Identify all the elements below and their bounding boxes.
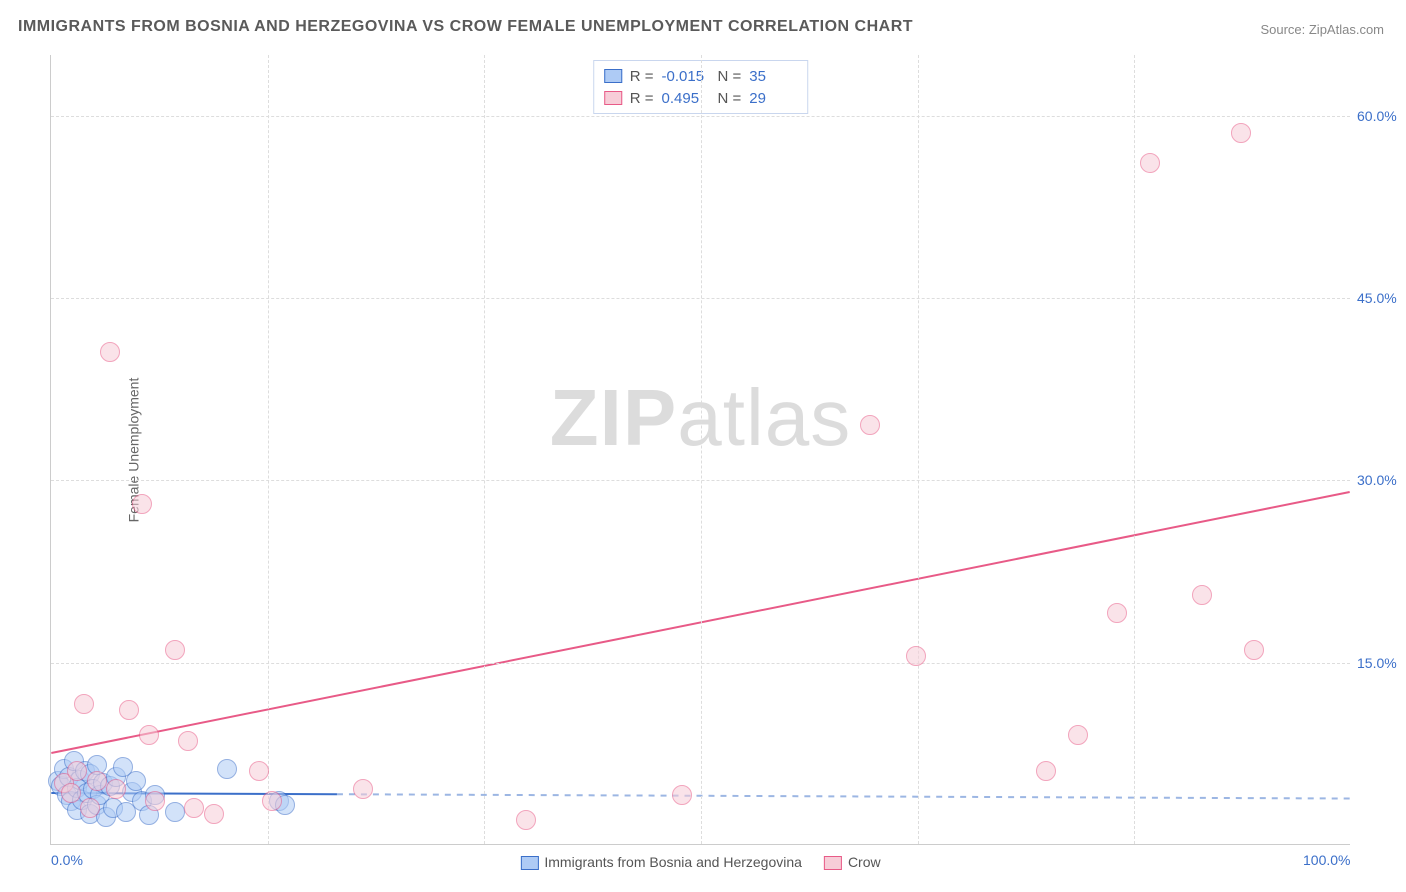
data-point: [72, 790, 92, 810]
data-point: [126, 771, 146, 791]
data-point: [275, 795, 295, 815]
legend-label: Immigrants from Bosnia and Herzegovina: [544, 854, 802, 870]
data-point: [54, 773, 74, 793]
y-tick-label: 45.0%: [1357, 290, 1406, 306]
data-point: [353, 779, 373, 799]
data-point: [51, 776, 71, 796]
data-point: [672, 785, 692, 805]
stats-n-label: N =: [718, 90, 742, 107]
data-point: [70, 770, 90, 790]
data-point: [90, 785, 110, 805]
data-point: [59, 767, 79, 787]
stats-n-value: 29: [749, 90, 797, 107]
legend-item: Immigrants from Bosnia and Herzegovina: [520, 854, 802, 870]
data-point: [116, 802, 136, 822]
data-point: [184, 798, 204, 818]
data-point: [67, 761, 87, 781]
data-point: [119, 700, 139, 720]
data-point: [75, 761, 95, 781]
y-tick-label: 60.0%: [1357, 108, 1406, 124]
gridline-vertical: [484, 55, 485, 844]
data-point: [96, 807, 116, 827]
data-point: [145, 785, 165, 805]
legend-item: Crow: [824, 854, 881, 870]
stats-r-label: R =: [630, 68, 654, 85]
data-point: [860, 415, 880, 435]
y-tick-label: 30.0%: [1357, 472, 1406, 488]
trendline: [51, 793, 337, 794]
data-point: [516, 810, 536, 830]
data-point: [48, 771, 68, 791]
data-point: [100, 776, 120, 796]
data-point: [269, 791, 289, 811]
data-point: [61, 783, 81, 803]
legend-label: Crow: [848, 854, 881, 870]
data-point: [132, 791, 152, 811]
data-point: [122, 782, 142, 802]
data-point: [80, 804, 100, 824]
data-point: [217, 759, 237, 779]
source-attribution: Source: ZipAtlas.com: [1260, 22, 1384, 37]
y-tick-label: 15.0%: [1357, 655, 1406, 671]
data-point: [204, 804, 224, 824]
data-point: [165, 802, 185, 822]
data-point: [1107, 603, 1127, 623]
data-point: [87, 795, 107, 815]
data-point: [87, 771, 107, 791]
data-point: [178, 731, 198, 751]
trendline-extrapolated: [337, 794, 1350, 798]
legend-swatch: [824, 856, 842, 870]
data-point: [103, 798, 123, 818]
data-point: [77, 783, 97, 803]
legend-swatch: [520, 856, 538, 870]
data-point: [1140, 153, 1160, 173]
data-point: [80, 764, 100, 784]
series-legend: Immigrants from Bosnia and Herzegovina Cr…: [520, 854, 880, 870]
stats-swatch: [604, 91, 622, 105]
data-point: [57, 785, 77, 805]
data-point: [249, 761, 269, 781]
data-point: [1244, 640, 1264, 660]
stats-n-value: 35: [749, 68, 797, 85]
gridline-vertical: [918, 55, 919, 844]
x-tick-label: 0.0%: [51, 852, 83, 868]
data-point: [100, 342, 120, 362]
data-point: [67, 778, 87, 798]
scatter-chart: Female Unemployment ZIPatlas R = -0.015 N …: [50, 55, 1350, 845]
data-point: [1231, 123, 1251, 143]
stats-n-label: N =: [718, 68, 742, 85]
data-point: [165, 640, 185, 660]
data-point: [106, 767, 126, 787]
watermark-light: atlas: [677, 373, 851, 462]
stats-r-value: 0.495: [662, 90, 710, 107]
gridline-vertical: [268, 55, 269, 844]
data-point: [1036, 761, 1056, 781]
data-point: [106, 779, 126, 799]
data-point: [113, 757, 133, 777]
x-tick-label: 100.0%: [1303, 852, 1350, 868]
chart-title: IMMIGRANTS FROM BOSNIA AND HERZEGOVINA V…: [18, 18, 913, 36]
data-point: [61, 791, 81, 811]
stats-r-label: R =: [630, 90, 654, 107]
data-point: [145, 791, 165, 811]
data-point: [83, 779, 103, 799]
data-point: [54, 759, 74, 779]
stats-swatch: [604, 69, 622, 83]
data-point: [87, 755, 107, 775]
data-point: [139, 725, 159, 745]
data-point: [1192, 585, 1212, 605]
data-point: [1068, 725, 1088, 745]
data-point: [80, 798, 100, 818]
y-axis-label: Female Unemployment: [125, 377, 141, 522]
data-point: [67, 800, 87, 820]
data-point: [262, 791, 282, 811]
data-point: [64, 751, 84, 771]
data-point: [93, 773, 113, 793]
gridline-vertical: [1134, 55, 1135, 844]
data-point: [139, 805, 159, 825]
watermark-bold: ZIP: [550, 373, 677, 462]
data-point: [74, 694, 94, 714]
gridline-vertical: [701, 55, 702, 844]
stats-r-value: -0.015: [662, 68, 710, 85]
